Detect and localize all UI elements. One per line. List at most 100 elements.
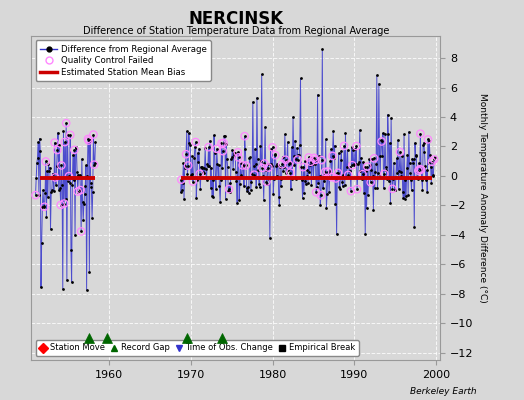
Point [308,155,316,161]
Point [297,75,305,82]
Point [186,142,194,148]
Point [313,184,321,190]
Point [220,133,228,139]
Point [336,186,344,192]
Point [384,131,392,137]
Point [227,156,235,162]
Point [248,171,256,178]
Point [343,147,352,154]
Point [307,182,315,188]
Point [236,160,245,166]
Point [246,154,254,160]
Point [312,189,320,196]
Point [272,162,280,169]
Point [39,203,48,210]
Point [270,176,278,182]
Point [263,178,271,185]
Point [286,170,294,176]
Point [49,176,58,182]
Point [365,174,373,180]
Point [302,173,311,179]
Point [196,186,204,192]
Point [424,136,432,143]
Point [285,161,293,168]
Point [300,190,308,197]
Point [290,162,299,168]
Point [396,149,404,155]
Point [31,192,40,198]
Point [77,187,85,193]
Point [40,204,49,210]
Point [48,170,57,177]
Point [332,175,340,182]
Point [268,144,277,150]
Point [280,164,288,170]
Point [199,169,208,176]
Point [370,185,379,191]
Point [404,192,412,198]
Point [374,170,383,176]
Point [311,157,320,163]
Point [334,150,343,156]
Point [203,161,211,167]
Point [219,148,227,154]
Point [277,176,286,182]
Point [250,172,258,178]
Point [255,180,263,187]
Point [230,152,238,158]
Point [75,171,84,178]
Point [66,132,74,138]
Point [414,168,422,174]
Point [290,153,298,159]
Point [283,139,292,145]
Point [342,174,351,180]
Point [222,141,231,147]
Point [264,164,272,171]
Point [427,164,435,170]
Point [34,155,42,161]
Point [79,198,87,205]
Point [257,71,266,78]
Point [66,180,74,186]
Point [307,159,315,165]
Point [349,146,357,153]
Point [65,173,73,179]
Point [257,158,265,164]
Point [337,148,346,154]
Point [236,180,244,187]
Point [295,152,303,158]
Point [50,139,59,146]
Point [425,138,433,144]
Point [307,159,315,165]
Point [378,153,387,159]
Point [77,228,85,235]
Point [291,137,299,144]
Point [272,173,281,179]
Point [57,202,65,208]
Point [317,192,325,198]
Point [413,175,421,181]
Point [217,140,226,146]
Point [304,154,313,161]
Point [56,185,64,191]
Point [292,156,301,162]
Point [45,168,53,174]
Point [279,168,288,174]
Point [416,130,424,137]
Point [194,158,203,165]
Point [330,154,338,161]
Point [225,180,234,186]
Point [339,171,347,178]
Point [400,196,409,202]
Point [222,196,230,202]
Point [73,188,82,195]
Point [225,186,233,192]
Point [195,171,204,177]
Point [42,214,51,220]
Point [409,160,417,167]
Point [189,178,197,185]
Point [216,199,224,206]
Point [368,173,377,179]
Point [395,168,403,174]
Point [260,160,269,167]
